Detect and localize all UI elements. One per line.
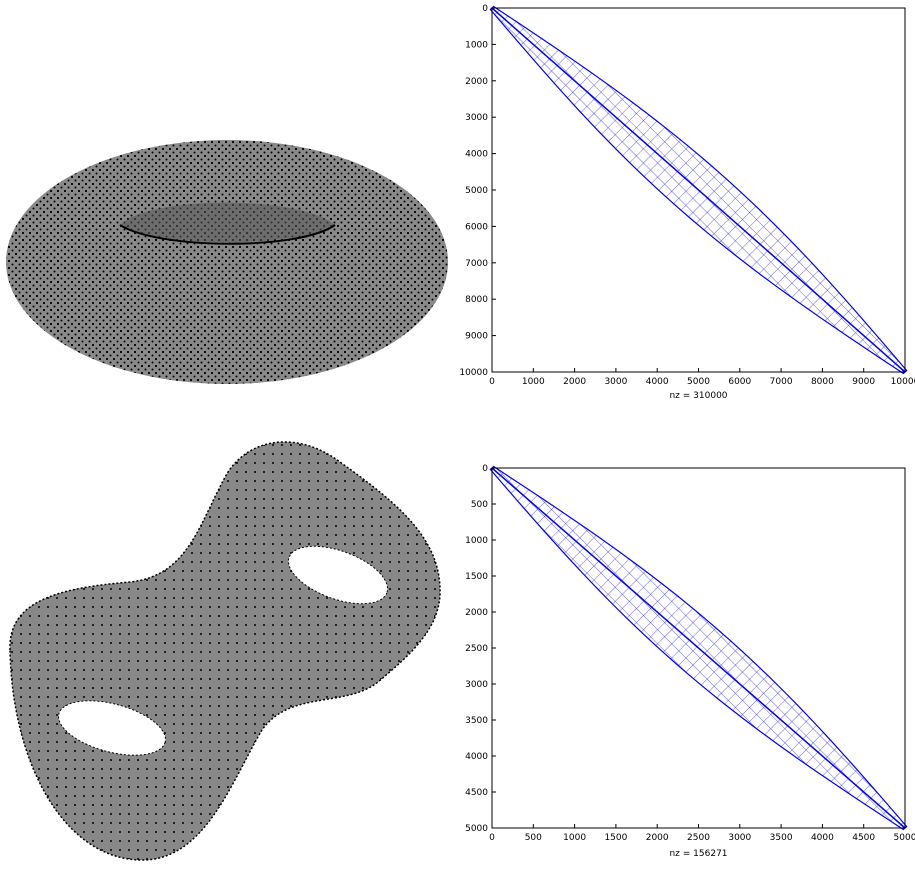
y-tick-label: 0 [482, 4, 488, 14]
y-tick-label: 3500 [465, 716, 488, 726]
x-tick-label: 0 [489, 377, 495, 387]
x-tick-label: 1000 [522, 377, 545, 387]
x-tick-label: 5000 [687, 377, 710, 387]
x-tick-label: 9000 [852, 377, 875, 387]
y-tick-label: 2000 [465, 608, 488, 618]
y-tick-label: 10000 [459, 368, 488, 378]
genus2-mesh [9, 441, 441, 861]
x-tick-label: 3000 [728, 833, 751, 843]
y-tick-label: 4000 [465, 150, 488, 160]
x-tick-label: 2500 [687, 833, 710, 843]
y-tick-label: 4500 [465, 788, 488, 798]
y-tick-label: 6000 [465, 222, 488, 232]
y-tick-label: 3000 [465, 113, 488, 123]
spy-plot: 0 1000 2000 3000 4000 5000 6000 7000 8000 9000 100… [459, 4, 915, 401]
x-tick-label: 3000 [604, 377, 627, 387]
spy-plot: 0 500 1000 1500 2000 2500 3000 3500 4000 4500 5000… [465, 464, 915, 859]
x-tick-label: 2000 [563, 377, 586, 387]
y-tick-label: 7000 [465, 259, 488, 269]
diagonal [491, 467, 906, 829]
y-tick-label: 500 [471, 500, 488, 510]
y-tick-label: 5000 [465, 186, 488, 196]
torus-mesh [6, 140, 448, 384]
x-tick-label: 2000 [646, 833, 669, 843]
x-tick-label: 5000 [894, 833, 915, 843]
y-tick-label: 2000 [465, 77, 488, 87]
x-tick-label: 1000 [563, 833, 586, 843]
x-axis-label: nz = 156271 [669, 849, 727, 859]
x-tick-label: 4000 [811, 833, 834, 843]
x-tick-label: 3500 [770, 833, 793, 843]
y-tick-label: 0 [482, 464, 488, 474]
y-tick-label: 1000 [465, 40, 488, 50]
y-tick-label: 3000 [465, 680, 488, 690]
x-tick-label: 4000 [646, 377, 669, 387]
y-tick-label: 1000 [465, 536, 488, 546]
x-tick-label: 4500 [852, 833, 875, 843]
y-tick-label: 4000 [465, 752, 488, 762]
y-tick-label: 2500 [465, 644, 488, 654]
x-tick-label: 1500 [604, 833, 627, 843]
x-tick-label: 7000 [770, 377, 793, 387]
y-tick-label: 9000 [465, 332, 488, 342]
y-tick-label: 5000 [465, 824, 488, 834]
x-tick-label: 8000 [811, 377, 834, 387]
x-tick-label: 500 [525, 833, 542, 843]
diagonal [491, 7, 906, 373]
x-tick-label: 6000 [728, 377, 751, 387]
y-tick-label: 1500 [465, 572, 488, 582]
x-tick-label: 0 [489, 833, 495, 843]
x-axis-label: nz = 310000 [669, 391, 727, 401]
y-tick-label: 8000 [465, 295, 488, 305]
x-tick-label: 10000 [891, 377, 915, 387]
